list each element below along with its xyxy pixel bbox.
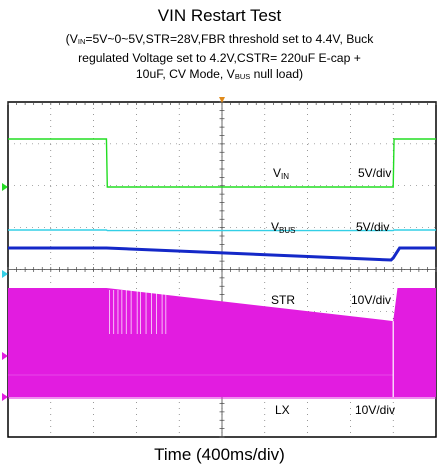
caption-line3-post: null load) xyxy=(250,67,304,81)
chart-subtitle: (VIN=5V~0~5V,STR=28V,FBR threshold set t… xyxy=(12,31,427,85)
caption-line2: regulated Voltage set to 4.2V,CSTR= 220u… xyxy=(78,51,361,65)
caption-line3-sub: BUS xyxy=(234,72,251,81)
channel-label-vbus: VBUS xyxy=(271,220,295,235)
channel-marker xyxy=(2,270,8,278)
chart-title: VIN Restart Test xyxy=(157,6,282,25)
channel-label-lx: LX xyxy=(275,403,290,417)
channel-scale-lx: 10V/div xyxy=(355,403,395,417)
caption-line3-pre: 10uF, CV Mode, V xyxy=(135,67,235,81)
channel-marker xyxy=(2,183,8,191)
trace-vin xyxy=(8,138,436,188)
caption-line1-post: =5V~0~5V,STR=28V,FBR threshold set to 4.… xyxy=(85,32,374,46)
trace-str xyxy=(8,246,436,262)
channel-label-vin: VIN xyxy=(273,166,289,181)
channel-scale-vin: 5V/div xyxy=(358,166,391,180)
channel-label-str: STR xyxy=(271,293,295,307)
trace-vbus xyxy=(8,229,436,232)
caption-line1-sub: IN xyxy=(77,37,86,46)
x-axis-label: Time (400ms/div) xyxy=(154,445,285,464)
channel-scale-vbus: 5V/div xyxy=(356,220,389,234)
channel-scale-str: 10V/div xyxy=(351,293,391,307)
trace-lx-envelope xyxy=(8,288,436,397)
caption-line1-pre: (V xyxy=(65,32,78,46)
trigger-marker xyxy=(219,97,225,103)
channel-marker xyxy=(2,352,8,360)
channel-marker xyxy=(2,393,8,401)
